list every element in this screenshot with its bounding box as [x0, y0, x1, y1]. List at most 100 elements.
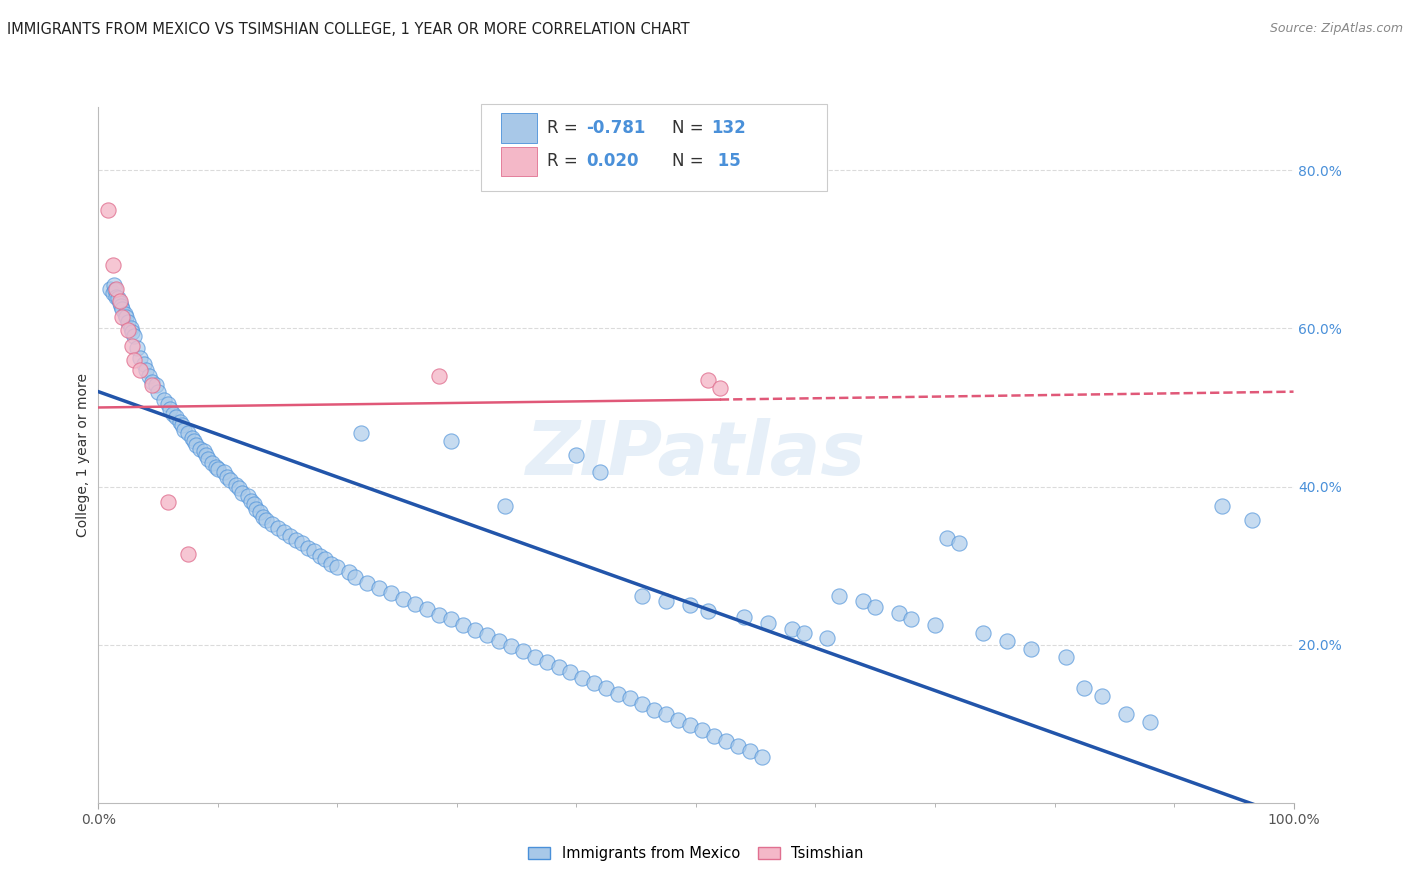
Point	[124, 353, 146, 368]
Y-axis label: College, 1 year or more: College, 1 year or more	[76, 373, 90, 537]
Text: 15: 15	[711, 153, 740, 170]
Point	[339, 565, 361, 579]
Point	[284, 533, 307, 548]
Point	[972, 625, 994, 640]
Point	[101, 285, 124, 300]
Point	[326, 560, 349, 574]
Point	[105, 290, 128, 304]
Point	[697, 373, 720, 387]
Point	[101, 258, 124, 272]
Point	[619, 691, 641, 706]
Point	[115, 310, 138, 324]
Point	[104, 284, 127, 298]
Point	[240, 493, 263, 508]
Point	[219, 473, 242, 487]
Point	[231, 486, 253, 500]
Point	[380, 586, 402, 600]
Point	[536, 655, 558, 669]
Point	[1240, 513, 1263, 527]
Text: IMMIGRANTS FROM MEXICO VS TSIMSHIAN COLLEGE, 1 YEAR OR MORE CORRELATION CHART: IMMIGRANTS FROM MEXICO VS TSIMSHIAN COLL…	[7, 22, 690, 37]
Point	[193, 444, 215, 458]
Point	[177, 547, 200, 561]
Point	[197, 451, 219, 466]
Point	[273, 525, 295, 540]
Point	[217, 470, 239, 484]
FancyBboxPatch shape	[501, 146, 537, 176]
Point	[321, 557, 343, 571]
Point	[995, 633, 1018, 648]
Point	[780, 622, 803, 636]
Point	[427, 607, 450, 622]
Point	[416, 602, 439, 616]
Point	[121, 339, 143, 353]
Point	[135, 362, 157, 376]
Point	[865, 599, 887, 614]
Point	[679, 718, 702, 732]
Point	[132, 357, 155, 371]
Point	[655, 594, 678, 608]
Point	[404, 597, 426, 611]
Point	[121, 326, 143, 340]
Point	[156, 396, 179, 410]
Point	[451, 618, 474, 632]
Point	[225, 478, 247, 492]
Point	[595, 681, 617, 695]
Point	[738, 744, 761, 758]
Point	[631, 697, 654, 711]
Point	[315, 552, 337, 566]
Point	[254, 513, 277, 527]
Point	[110, 299, 132, 313]
Point	[679, 598, 702, 612]
Point	[523, 649, 546, 664]
Point	[103, 277, 125, 292]
Point	[111, 310, 134, 324]
Point	[727, 739, 749, 753]
Point	[172, 417, 194, 432]
Point	[302, 544, 325, 558]
Text: R =: R =	[547, 153, 582, 170]
Point	[852, 594, 875, 608]
Text: R =: R =	[547, 119, 582, 136]
Point	[924, 618, 946, 632]
Point	[703, 729, 725, 743]
Point	[129, 351, 152, 366]
Point	[291, 536, 314, 550]
Point	[98, 282, 122, 296]
Point	[560, 665, 582, 680]
Point	[117, 323, 139, 337]
Point	[153, 392, 176, 407]
Point	[714, 734, 737, 748]
Point	[169, 415, 191, 429]
Text: 0.020: 0.020	[586, 153, 638, 170]
Point	[138, 368, 160, 383]
Point	[245, 501, 267, 516]
Point	[565, 448, 588, 462]
Point	[368, 581, 391, 595]
Text: ZIPatlas: ZIPatlas	[526, 418, 866, 491]
Text: -0.781: -0.781	[586, 119, 645, 136]
Point	[145, 378, 167, 392]
Point	[297, 541, 319, 556]
Point	[793, 625, 815, 640]
Point	[204, 459, 226, 474]
Point	[666, 713, 689, 727]
Point	[547, 660, 569, 674]
Point	[512, 644, 534, 658]
Point	[948, 536, 970, 550]
Point	[475, 628, 498, 642]
Point	[1139, 715, 1161, 730]
Point	[356, 576, 378, 591]
Point	[643, 702, 665, 716]
Point	[120, 321, 142, 335]
Point	[308, 549, 330, 563]
Point	[141, 375, 163, 389]
Point	[177, 425, 200, 440]
Point	[159, 402, 181, 417]
Point	[125, 341, 148, 355]
Point	[111, 301, 134, 316]
Point	[228, 481, 250, 495]
Point	[1115, 707, 1137, 722]
Point	[631, 589, 654, 603]
Point	[105, 282, 128, 296]
Point	[709, 381, 731, 395]
